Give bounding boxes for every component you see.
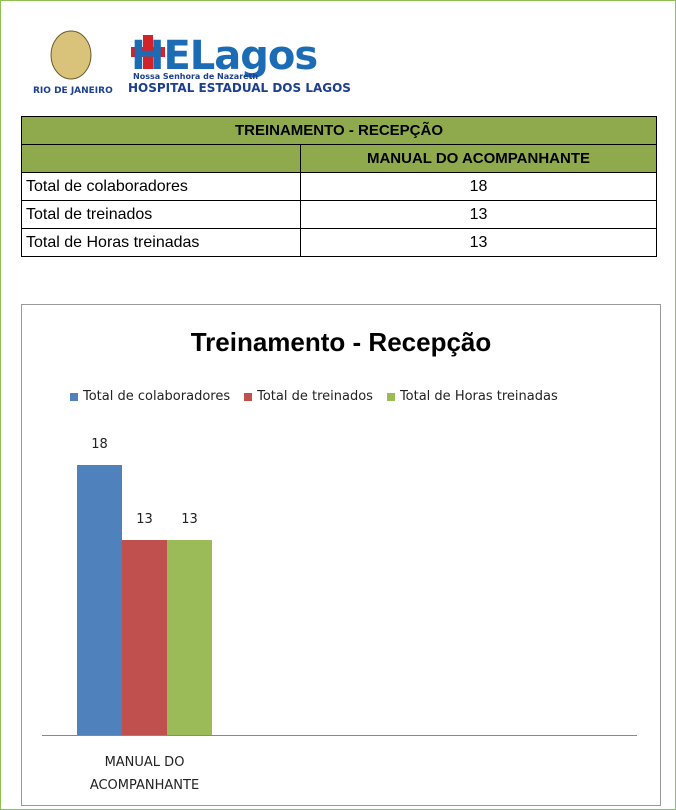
column-header: MANUAL DO ACOMPANHANTE bbox=[300, 144, 657, 173]
row-label: Total de Horas treinadas bbox=[21, 228, 301, 257]
bar bbox=[77, 465, 122, 735]
legend-swatch bbox=[244, 392, 253, 401]
legend-label: Total de Horas treinadas bbox=[399, 389, 558, 404]
x-tick-label: MANUAL DO ACOMPANHANTE bbox=[89, 755, 200, 793]
legend-label: Total de treinados bbox=[257, 389, 373, 404]
row-label: Total de treinados bbox=[21, 200, 301, 229]
legend-swatch bbox=[70, 392, 78, 401]
legend-label: Total de colaboradores bbox=[83, 389, 231, 404]
legend: Total de colaboradores Total de treinados… bbox=[70, 389, 572, 404]
chart: Treinamento - Recepção Total de colabora… bbox=[21, 304, 661, 806]
data-label: 13 bbox=[136, 512, 153, 527]
row-value: 13 bbox=[300, 200, 657, 229]
chart-title: Treinamento - Recepção bbox=[190, 327, 492, 357]
hospital-name: HOSPITAL ESTADUAL DOS LAGOS bbox=[128, 81, 351, 95]
table-cell bbox=[21, 144, 301, 173]
bar bbox=[167, 540, 212, 735]
summary-table: TREINAMENTO - RECEPÇÃO MANUAL DO ACOMPAN… bbox=[21, 116, 657, 257]
table-title: TREINAMENTO - RECEPÇÃO bbox=[21, 116, 657, 145]
logo-text: HELagos bbox=[131, 33, 317, 79]
coat-of-arms bbox=[50, 30, 92, 80]
row-value: 13 bbox=[300, 228, 657, 257]
logo-subtitle: Nossa Senhora de Nazareth bbox=[133, 72, 258, 81]
data-label: 18 bbox=[91, 437, 108, 452]
x-axis bbox=[42, 735, 637, 736]
legend-item: Total de Horas treinadas bbox=[386, 389, 558, 404]
bar bbox=[122, 540, 167, 735]
legend-item: Total de treinados bbox=[244, 389, 373, 404]
data-label: 13 bbox=[181, 512, 198, 527]
legend-swatch bbox=[386, 392, 395, 401]
legend-item: Total de colaboradores bbox=[70, 389, 230, 404]
logo-cross bbox=[131, 47, 165, 57]
state-name: RIO DE JANEIRO bbox=[33, 86, 113, 96]
row-label: Total de colaboradores bbox=[21, 172, 301, 201]
row-value: 18 bbox=[300, 172, 657, 201]
logo: HELagos Nossa Senhora de Nazareth HOSPIT… bbox=[33, 30, 351, 96]
